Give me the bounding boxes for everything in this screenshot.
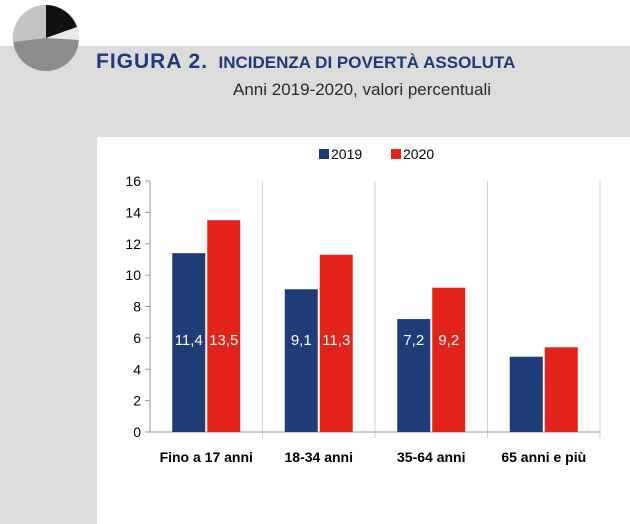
figure-subtitle: Anni 2019-2020, valori percentuali xyxy=(233,80,492,99)
legend-swatch xyxy=(319,149,329,159)
bar-value-label: 5,4 xyxy=(551,332,572,349)
bar-2019 xyxy=(172,253,206,432)
y-tick-label: 10 xyxy=(125,267,141,283)
category-label: 65 anni e più xyxy=(501,449,586,465)
bar-value-label: 7,2 xyxy=(403,332,424,349)
y-tick-label: 0 xyxy=(133,424,141,440)
figure-title: FIGURA 2. INCIDENZA DI POVERTÀ ASSOLUTA xyxy=(96,50,515,74)
bar-2020 xyxy=(207,220,241,432)
bar-2019 xyxy=(397,319,431,432)
y-tick-label: 12 xyxy=(125,236,141,252)
y-tick-label: 16 xyxy=(125,173,141,189)
y-tick-label: 2 xyxy=(133,393,141,409)
legend-label: 2019 xyxy=(331,146,362,162)
bar-value-label: 9,1 xyxy=(291,332,312,349)
y-tick-label: 4 xyxy=(133,361,141,377)
bar-value-label: 13,5 xyxy=(209,332,238,349)
bar-value-label: 11,4 xyxy=(175,332,203,349)
pie-logo-icon xyxy=(12,4,80,71)
legend-swatch xyxy=(391,149,401,159)
y-tick-label: 8 xyxy=(133,299,141,315)
header-band xyxy=(0,0,630,46)
bar-value-label: 11,3 xyxy=(322,332,350,349)
bar-chart: 0 2 4 6 8 10 12 14 16 11,4 9,1 7,2 4,8 13,5 11,3 9,2 5,4… xyxy=(125,146,601,465)
figure-heading: INCIDENZA DI POVERTÀ ASSOLUTA xyxy=(218,53,516,72)
category-label: Fino a 17 anni xyxy=(160,449,253,465)
bar-2020 xyxy=(544,347,578,432)
figure-label: FIGURA 2. xyxy=(96,50,209,73)
bar-2020 xyxy=(432,287,466,432)
chart-panel: 0 2 4 6 8 10 12 14 16 11,4 9,1 7,2 4,8 13,5 11,3 9,2 5,4… xyxy=(97,137,630,524)
category-label: 35-64 anni xyxy=(397,449,465,465)
category-label: 18-34 anni xyxy=(285,449,353,465)
bar-value-label: 9,2 xyxy=(438,332,459,349)
bar-2019 xyxy=(509,356,543,432)
y-tick-label: 14 xyxy=(125,204,141,220)
bar-value-label: 4,8 xyxy=(516,332,537,349)
y-tick-label: 6 xyxy=(133,330,141,346)
bar-2019 xyxy=(284,289,318,432)
bar-2020 xyxy=(319,254,353,432)
legend-label: 2020 xyxy=(403,146,434,162)
